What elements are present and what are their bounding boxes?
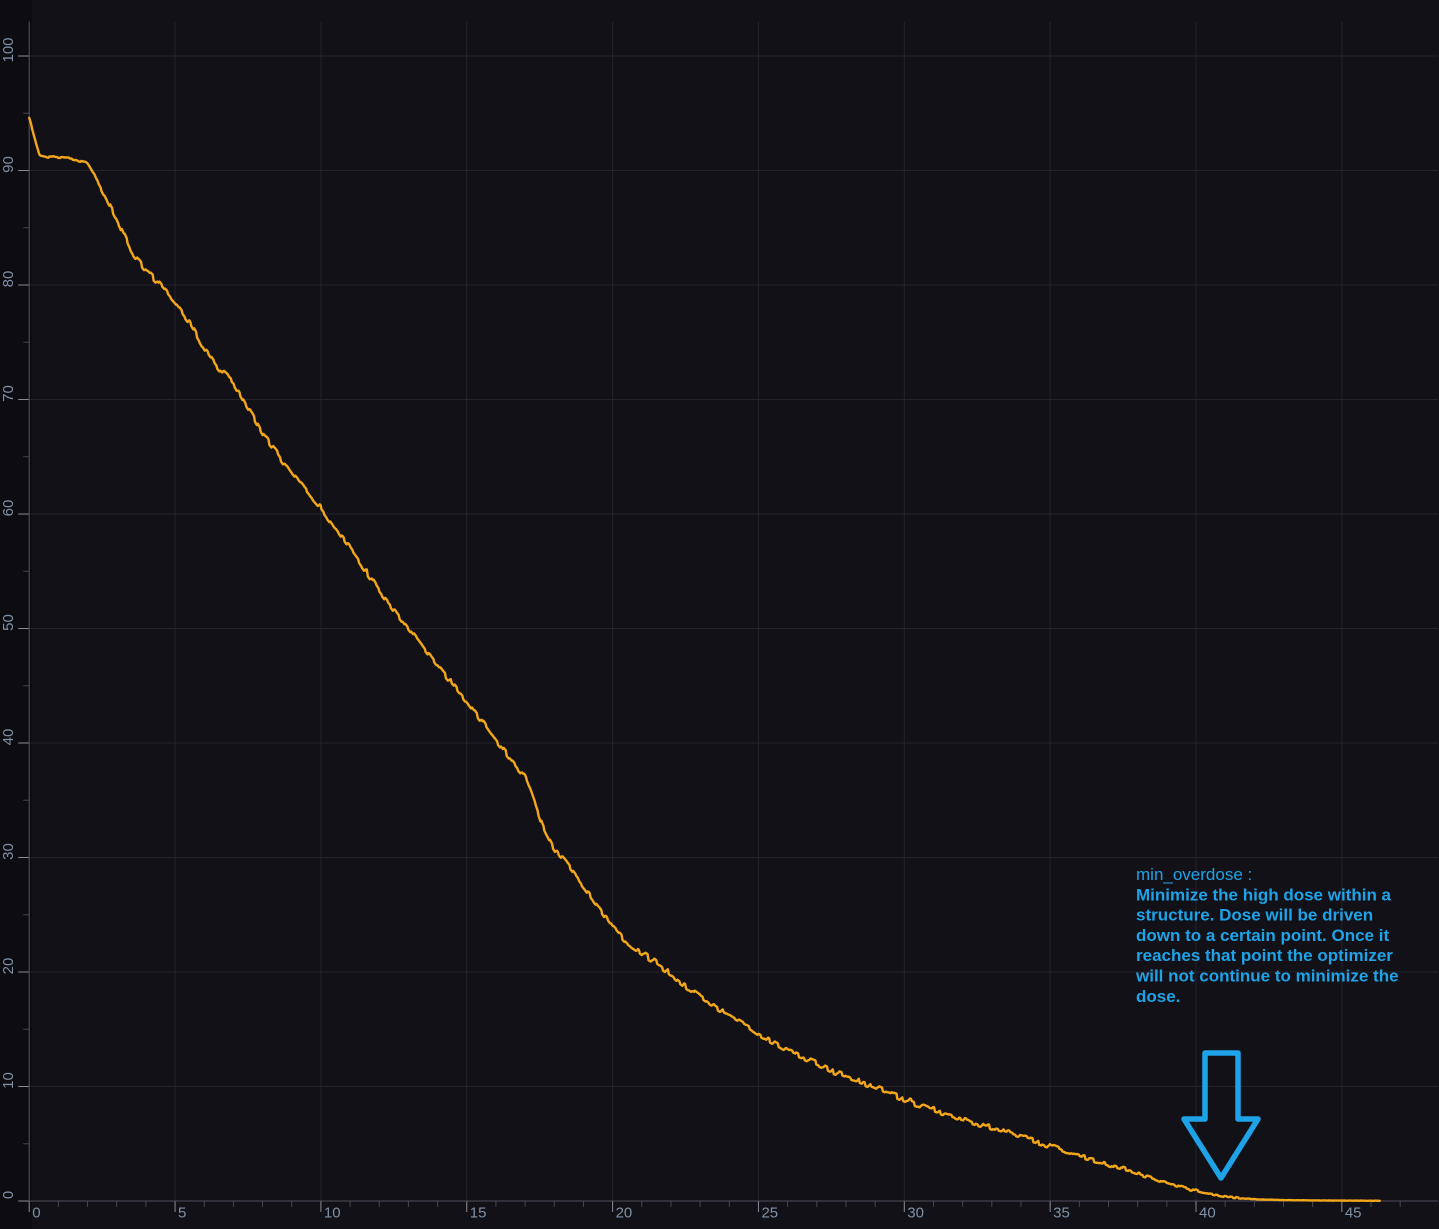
svg-text:90: 90 [0,156,17,173]
svg-text:10: 10 [324,1205,341,1222]
svg-text:dose.: dose. [1136,987,1180,1006]
svg-text:35: 35 [1053,1205,1070,1222]
svg-text:70: 70 [0,385,17,402]
svg-text:20: 20 [0,958,17,975]
svg-text:down to a certain point. Once: down to a certain point. Once it [1136,926,1389,945]
svg-text:60: 60 [0,500,17,517]
svg-text:80: 80 [0,271,17,288]
svg-text:0: 0 [0,1191,17,1199]
svg-text:will not continue to minimize: will not continue to minimize the [1135,967,1399,986]
svg-text:100: 100 [0,37,17,62]
svg-text:reaches that point the optimiz: reaches that point the optimizer [1136,946,1393,965]
svg-text:0: 0 [32,1205,40,1222]
svg-text:45: 45 [1345,1205,1362,1222]
svg-text:15: 15 [470,1205,487,1222]
svg-text:25: 25 [761,1205,778,1222]
svg-text:30: 30 [0,843,17,860]
svg-text:40: 40 [1199,1205,1216,1222]
svg-text:5: 5 [178,1205,186,1222]
svg-text:Minimize the high dose within: Minimize the high dose within a [1136,885,1392,904]
svg-text:min_overdose :: min_overdose : [1136,865,1252,884]
svg-text:structure. Dose will be drive: structure. Dose will be driven [1136,906,1373,925]
svg-text:40: 40 [0,729,17,746]
svg-text:50: 50 [0,614,17,631]
svg-text:10: 10 [0,1072,17,1089]
svg-text:20: 20 [616,1205,633,1222]
svg-text:30: 30 [907,1205,924,1222]
